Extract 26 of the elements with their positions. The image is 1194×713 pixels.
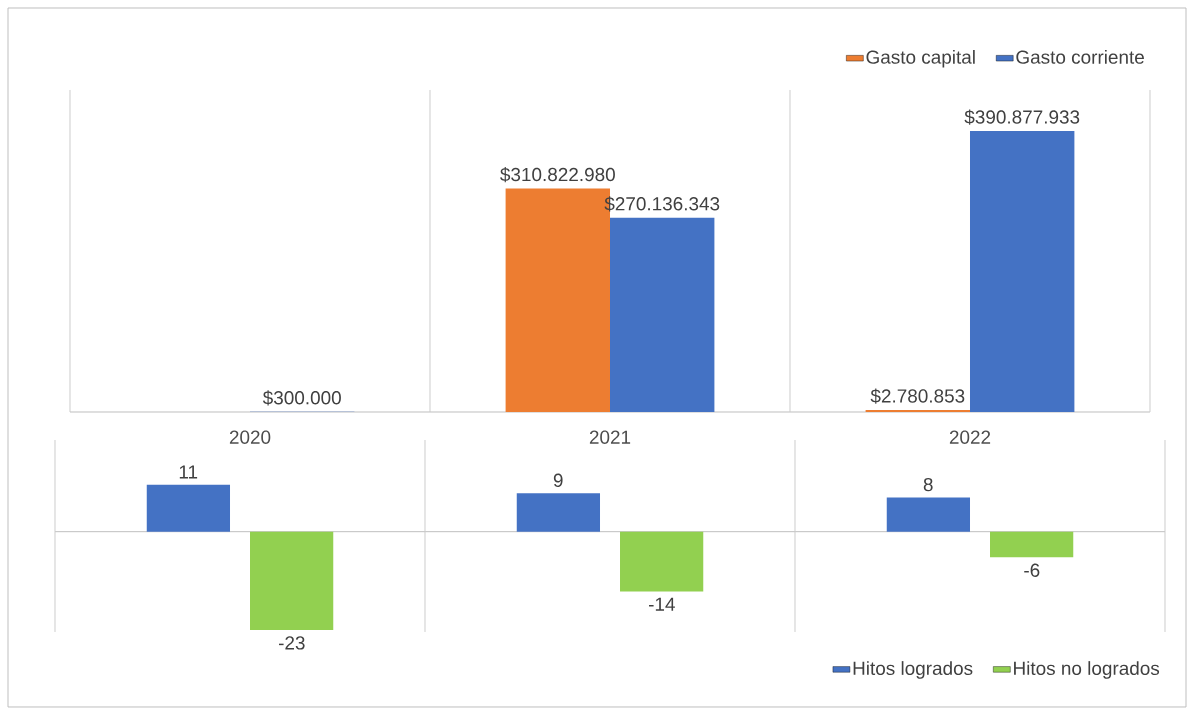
bar — [865, 409, 970, 412]
bar — [516, 493, 601, 532]
x-tick-label: 2022 — [949, 430, 991, 444]
legend-label: Gasto capital — [866, 49, 975, 68]
x-tick-label: 2021 — [589, 430, 631, 444]
legend-label: Hitos no logrados — [1014, 661, 1160, 679]
data-label: 9 — [553, 473, 563, 488]
legend-label: Gasto corriente — [1016, 49, 1144, 64]
data-label: -6 — [1024, 563, 1040, 577]
bar — [610, 217, 715, 412]
data-label: $2.780.853 — [870, 388, 965, 404]
data-label: 11 — [179, 465, 198, 479]
bar — [970, 131, 1075, 412]
data-label: $300.000 — [262, 390, 341, 406]
data-label: -23 — [278, 636, 305, 650]
bar — [620, 531, 704, 592]
legend-label: Hitos logrados — [853, 661, 973, 679]
data-label: $310.822.980 — [500, 167, 615, 183]
bar — [146, 484, 231, 532]
data-label: -14 — [648, 597, 675, 611]
data-label: $390.877.933 — [964, 109, 1080, 125]
bar — [990, 531, 1074, 558]
x-tick-label: 2020 — [229, 430, 271, 444]
data-label: 8 — [923, 477, 933, 492]
bar — [250, 531, 334, 631]
bar — [886, 497, 971, 532]
